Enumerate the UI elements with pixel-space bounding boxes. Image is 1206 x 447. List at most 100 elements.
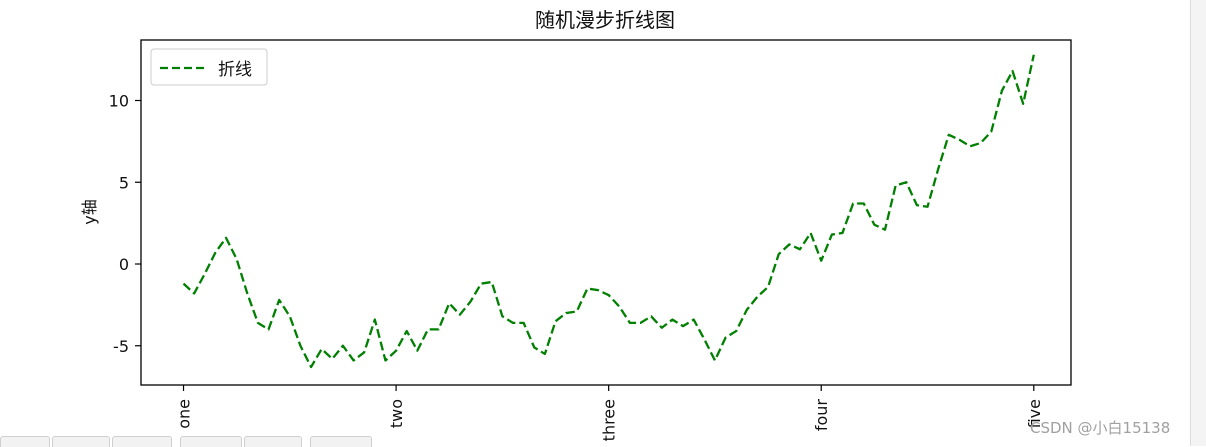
series-point	[969, 146, 970, 147]
bottom-tab[interactable]	[310, 436, 372, 447]
series-point	[342, 345, 343, 346]
series-point	[821, 260, 822, 261]
series-point	[906, 182, 907, 183]
y-tick-label: 5	[119, 173, 129, 192]
x-tick-label: two	[387, 399, 406, 428]
series-point	[257, 322, 258, 323]
series-point	[459, 314, 460, 315]
series-point	[619, 306, 620, 307]
series-point	[534, 347, 535, 348]
series-layer	[182, 54, 1035, 369]
series-point	[842, 232, 843, 233]
series-point	[587, 288, 588, 289]
series-point	[980, 142, 981, 143]
x-tick-label: four	[812, 399, 831, 432]
plot-area	[140, 39, 1072, 386]
series-point	[310, 366, 311, 367]
x-tick-label: three	[600, 399, 619, 441]
bottom-tab[interactable]	[52, 436, 110, 447]
series-point	[927, 206, 928, 207]
series-point	[693, 319, 694, 320]
series-point	[714, 360, 715, 361]
series-point	[757, 296, 758, 297]
series-point	[799, 249, 800, 250]
series-point	[321, 348, 322, 349]
series-point	[959, 139, 960, 140]
series-point	[874, 224, 875, 225]
x-axis: one two three four five	[175, 385, 1044, 441]
series-point	[364, 352, 365, 353]
series-point	[236, 258, 237, 259]
series-line	[182, 54, 1035, 369]
series-point	[427, 329, 428, 330]
series-point	[608, 294, 609, 295]
series-point	[555, 321, 556, 322]
bottom-tab[interactable]	[0, 436, 50, 447]
series-point	[385, 360, 386, 361]
series-point	[853, 203, 854, 204]
x-tick-label: one	[175, 399, 194, 429]
y-tick-label: 0	[119, 255, 129, 274]
series-point	[225, 237, 226, 238]
series-point	[417, 350, 418, 351]
series-point	[789, 244, 790, 245]
y-tick-label: 10	[109, 91, 129, 110]
bottom-tab[interactable]	[244, 436, 302, 447]
series-point	[544, 353, 545, 354]
series-point	[502, 316, 503, 317]
series-point	[576, 311, 577, 312]
series-point	[406, 330, 407, 331]
series-point	[767, 286, 768, 287]
series-point	[215, 252, 216, 253]
series-point	[247, 293, 248, 294]
series-point	[629, 322, 630, 323]
series-point	[661, 327, 662, 328]
series-point	[289, 316, 290, 317]
series-point	[884, 229, 885, 230]
series-point	[194, 293, 195, 294]
bottom-tab[interactable]	[180, 436, 242, 447]
y-axis: -5 0 5 10	[109, 91, 141, 356]
series-point	[651, 316, 652, 317]
series-point	[481, 283, 482, 284]
series-point	[948, 134, 949, 135]
series-point	[746, 309, 747, 310]
series-point	[268, 329, 269, 330]
series-point	[1033, 54, 1034, 55]
series-point	[682, 326, 683, 327]
legend-label: 折线	[218, 60, 252, 80]
series-point	[204, 273, 205, 274]
legend-box	[150, 48, 268, 86]
series-point	[778, 254, 779, 255]
series-point	[810, 232, 811, 233]
series-point	[1001, 90, 1002, 91]
bottom-tab-strip	[0, 436, 372, 447]
series-point	[672, 319, 673, 320]
series-point	[1023, 103, 1024, 104]
x-tick-label: five	[1025, 399, 1044, 428]
series-point	[895, 185, 896, 186]
bottom-tab[interactable]	[112, 436, 172, 447]
watermark: CSDN @小白15138	[1030, 419, 1171, 437]
series-point	[1012, 70, 1013, 71]
series-point	[332, 358, 333, 359]
series-point	[991, 131, 992, 132]
series-point	[353, 360, 354, 361]
series-point	[374, 319, 375, 320]
series-point	[916, 205, 917, 206]
series-point	[395, 350, 396, 351]
series-point	[725, 337, 726, 338]
series-point	[300, 345, 301, 346]
series-point	[523, 322, 524, 323]
series-point	[597, 290, 598, 291]
legend: 折线	[150, 48, 268, 86]
series-point	[491, 281, 492, 282]
series-point	[438, 329, 439, 330]
series-point	[704, 339, 705, 340]
series-point	[449, 303, 450, 304]
series-point	[279, 299, 280, 300]
series-point	[640, 322, 641, 323]
series-point	[470, 301, 471, 302]
right-scrollbar[interactable]	[1190, 0, 1206, 446]
